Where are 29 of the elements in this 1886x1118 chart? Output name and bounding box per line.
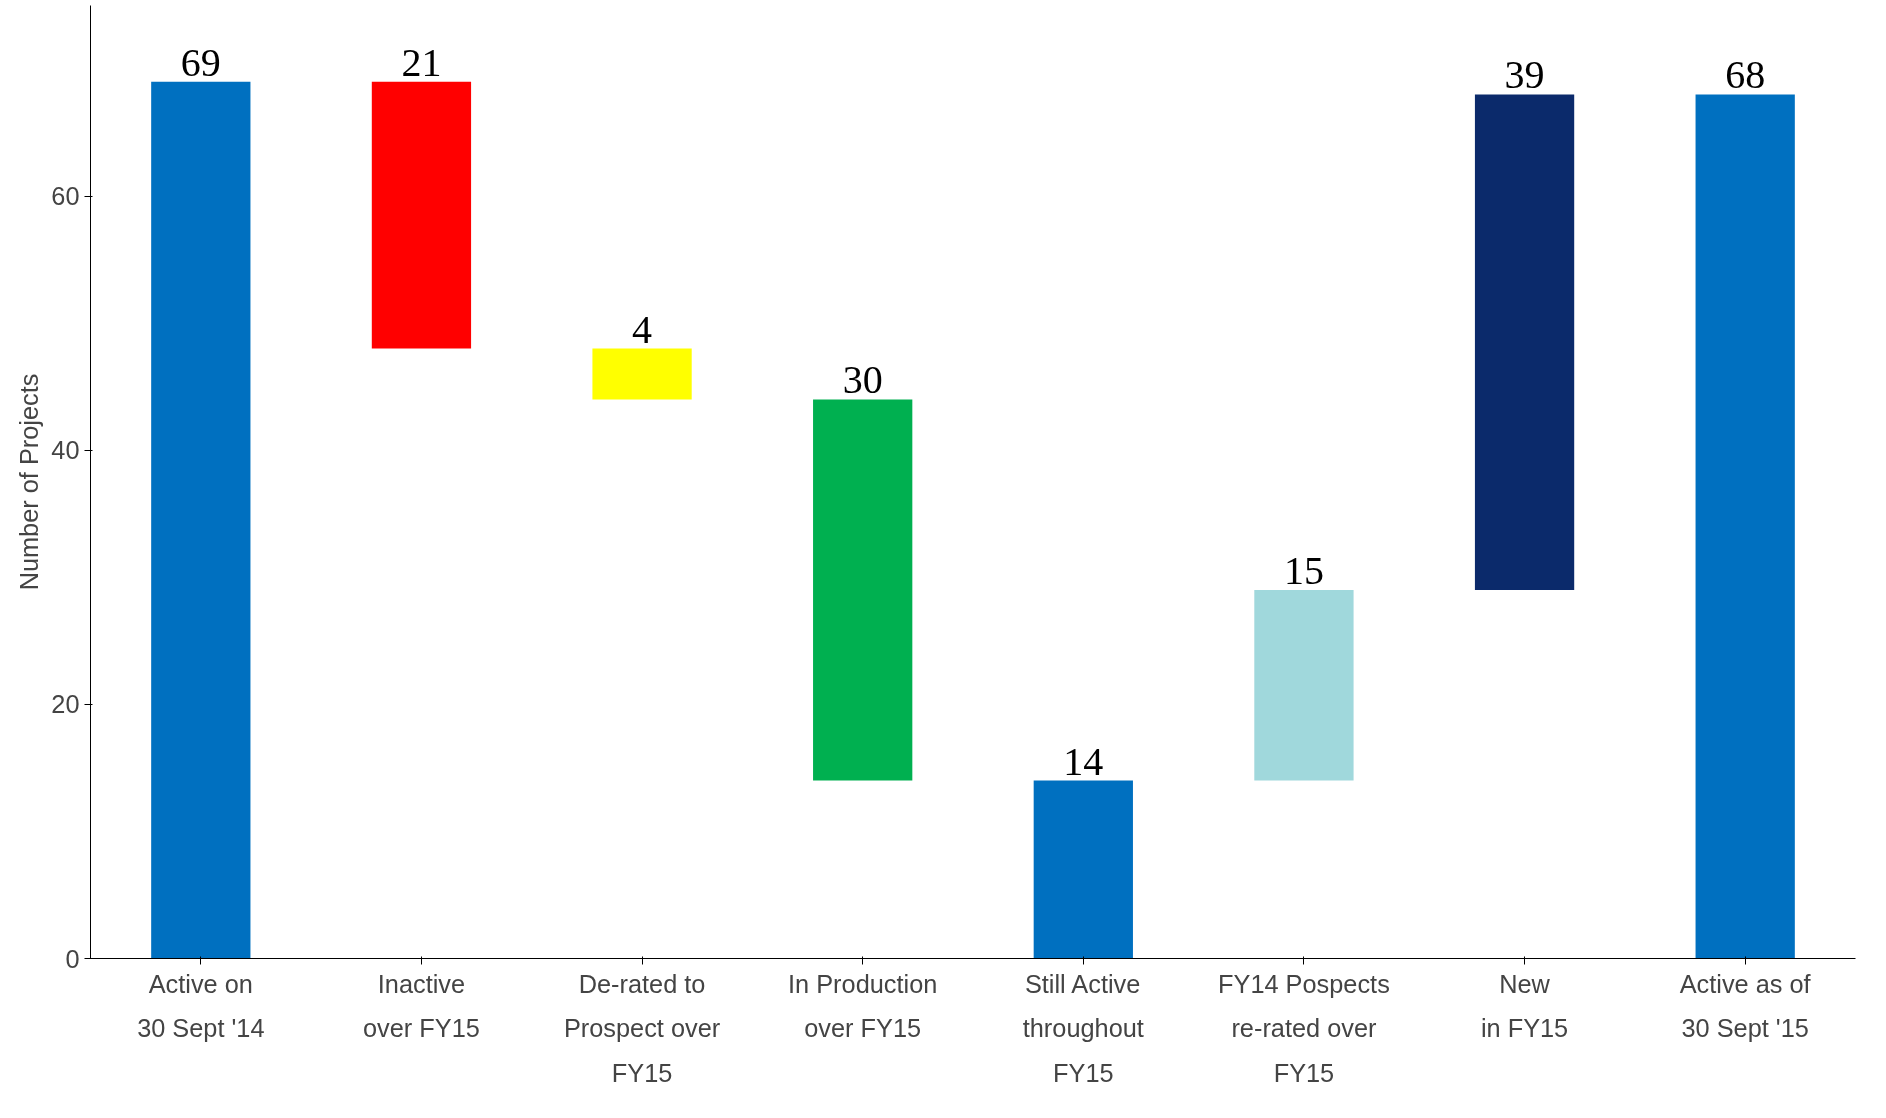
bar: [1474, 94, 1575, 591]
bar: [151, 81, 251, 959]
x-tick-label: New in FY15: [1480, 969, 1569, 1043]
x-tick-label: Inactive over FY15: [363, 969, 480, 1043]
bar: [813, 399, 913, 781]
x-tick-label: Active as of 30 Sept '15: [1679, 969, 1812, 1043]
data-label: 69: [180, 39, 221, 85]
bar: [371, 81, 472, 349]
data-label: 14: [1063, 738, 1104, 784]
bar: [1254, 590, 1354, 781]
y-tick-label: 60: [51, 182, 80, 211]
bar: [592, 348, 692, 400]
data-label: 15: [1283, 548, 1324, 594]
y-tick-label: 0: [65, 944, 80, 973]
data-label: 30: [842, 357, 883, 403]
data-label: 21: [401, 39, 442, 85]
y-axis-title: Number of Projects: [15, 373, 44, 591]
y-tick-label: 20: [51, 690, 80, 719]
bar: [1695, 94, 1795, 959]
bar: [1033, 780, 1133, 959]
y-tick-label: 40: [51, 436, 80, 465]
x-tick-label: Still Active throughout FY15: [1022, 969, 1144, 1088]
x-tick-label: De-rated to Prospect over FY15: [563, 969, 721, 1088]
data-label: 4: [632, 306, 653, 352]
x-tick-label: FY14 Pospects re-rated over FY15: [1218, 969, 1390, 1088]
x-tick-label: In Production over FY15: [788, 969, 938, 1043]
data-label: 68: [1725, 52, 1766, 98]
x-tick-label: Active on 30 Sept '14: [137, 969, 265, 1043]
data-label: 39: [1504, 52, 1545, 98]
